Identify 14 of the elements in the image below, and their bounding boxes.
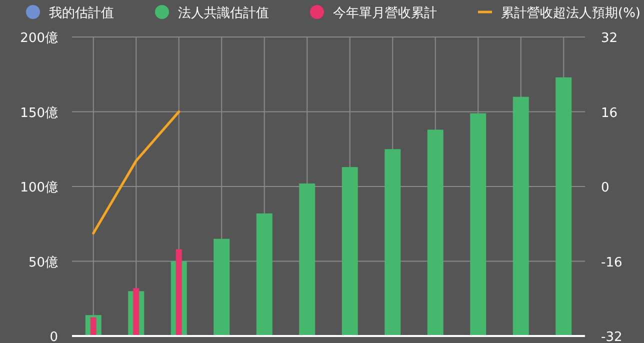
legend-label: 累計營收超法人預期(%)	[501, 6, 640, 21]
y2-tick-label: 0	[601, 180, 610, 196]
legend-label: 我的估計值	[49, 6, 114, 21]
y2-tick-label: -32	[601, 330, 622, 343]
legend-label: 法人共識估計值	[178, 6, 269, 21]
y-tick-label: 100億	[20, 180, 58, 196]
legend-label: 今年單月營收累計	[333, 6, 437, 21]
y-tick-label: 50億	[28, 255, 58, 270]
y2-tick-label: 16	[601, 106, 618, 121]
y-tick-label: 0	[50, 330, 58, 343]
y2-tick-label: 32	[601, 31, 618, 46]
y2-tick-label: -16	[601, 255, 622, 270]
y-tick-label: 150億	[20, 106, 58, 121]
y-tick-label: 200億	[20, 31, 58, 46]
